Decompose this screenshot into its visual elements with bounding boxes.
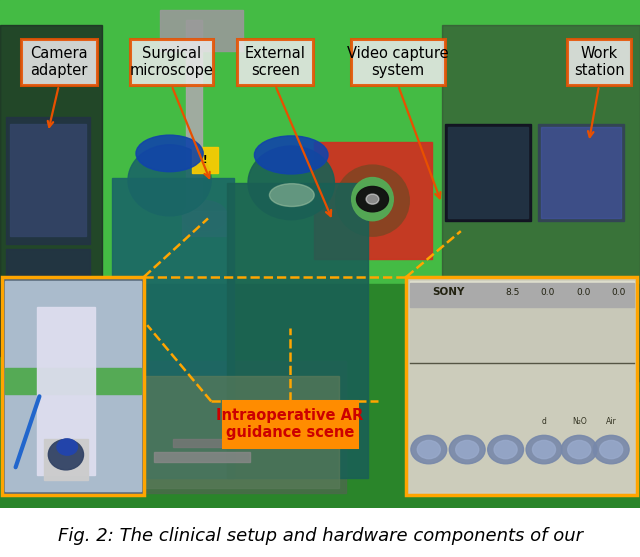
Bar <box>10 124 86 236</box>
Circle shape <box>449 436 485 464</box>
Circle shape <box>57 439 77 455</box>
Bar <box>0 26 102 355</box>
Bar <box>410 285 634 363</box>
Ellipse shape <box>269 184 314 207</box>
Bar <box>227 183 368 477</box>
Bar <box>182 211 227 236</box>
FancyBboxPatch shape <box>223 401 357 447</box>
Bar <box>154 452 250 462</box>
FancyBboxPatch shape <box>21 38 97 85</box>
Bar <box>192 147 218 173</box>
FancyBboxPatch shape <box>351 38 445 85</box>
Bar <box>173 439 237 447</box>
Ellipse shape <box>136 135 204 172</box>
Circle shape <box>568 441 591 459</box>
Text: 0.0: 0.0 <box>611 287 625 297</box>
Circle shape <box>532 441 556 459</box>
Circle shape <box>366 194 379 204</box>
Circle shape <box>417 441 440 459</box>
Bar <box>442 26 640 381</box>
FancyArrowPatch shape <box>15 397 40 467</box>
Bar <box>44 439 88 480</box>
Bar <box>406 277 637 495</box>
Ellipse shape <box>248 146 334 219</box>
Text: Fig. 2: The clinical setup and hardware components of our: Fig. 2: The clinical setup and hardware … <box>58 527 582 545</box>
Text: SONY: SONY <box>432 287 465 297</box>
Ellipse shape <box>351 178 393 221</box>
Circle shape <box>561 436 597 464</box>
Bar <box>0 0 640 285</box>
Text: External
screen: External screen <box>244 46 306 78</box>
Ellipse shape <box>335 165 410 236</box>
Text: 8.5: 8.5 <box>506 287 520 297</box>
Circle shape <box>593 436 629 464</box>
Bar <box>5 368 141 394</box>
FancyBboxPatch shape <box>130 38 213 85</box>
Text: Surgical
microscope: Surgical microscope <box>129 46 214 78</box>
Bar <box>5 281 141 491</box>
Bar <box>448 127 528 218</box>
Text: Video capture
system: Video capture system <box>348 46 449 78</box>
Bar <box>6 249 90 315</box>
Circle shape <box>411 436 447 464</box>
Ellipse shape <box>182 201 227 231</box>
Bar <box>6 117 90 244</box>
Circle shape <box>526 436 562 464</box>
Bar <box>160 10 243 51</box>
Bar <box>410 364 634 491</box>
Bar <box>134 376 339 488</box>
Circle shape <box>488 436 524 464</box>
Circle shape <box>456 441 479 459</box>
Text: Air: Air <box>606 417 616 426</box>
Bar <box>406 277 637 495</box>
Bar <box>410 283 634 307</box>
Bar <box>37 307 95 475</box>
Circle shape <box>600 441 623 459</box>
Bar <box>5 281 141 491</box>
Circle shape <box>494 441 517 459</box>
Text: 0.0: 0.0 <box>541 287 555 297</box>
Bar <box>314 142 432 259</box>
FancyBboxPatch shape <box>567 38 631 85</box>
Bar <box>2 277 144 495</box>
Ellipse shape <box>128 145 211 216</box>
Bar <box>410 281 634 491</box>
Text: Intraoperative AR
guidance scene: Intraoperative AR guidance scene <box>216 408 364 441</box>
Bar <box>0 285 640 508</box>
Bar <box>186 20 202 213</box>
Bar <box>2 277 144 495</box>
Bar <box>128 361 346 493</box>
Ellipse shape <box>254 136 328 174</box>
Circle shape <box>356 187 388 212</box>
Bar <box>541 127 621 218</box>
Ellipse shape <box>49 439 84 470</box>
Bar <box>538 124 624 221</box>
Text: 0.0: 0.0 <box>576 287 590 297</box>
Text: !: ! <box>202 155 207 165</box>
Bar <box>445 124 531 221</box>
Text: Work
station: Work station <box>573 46 625 78</box>
Text: d: d <box>541 417 547 426</box>
FancyBboxPatch shape <box>237 38 313 85</box>
Text: Camera
adapter: Camera adapter <box>30 46 88 78</box>
Bar <box>112 178 234 477</box>
Text: N₂O: N₂O <box>572 417 587 426</box>
